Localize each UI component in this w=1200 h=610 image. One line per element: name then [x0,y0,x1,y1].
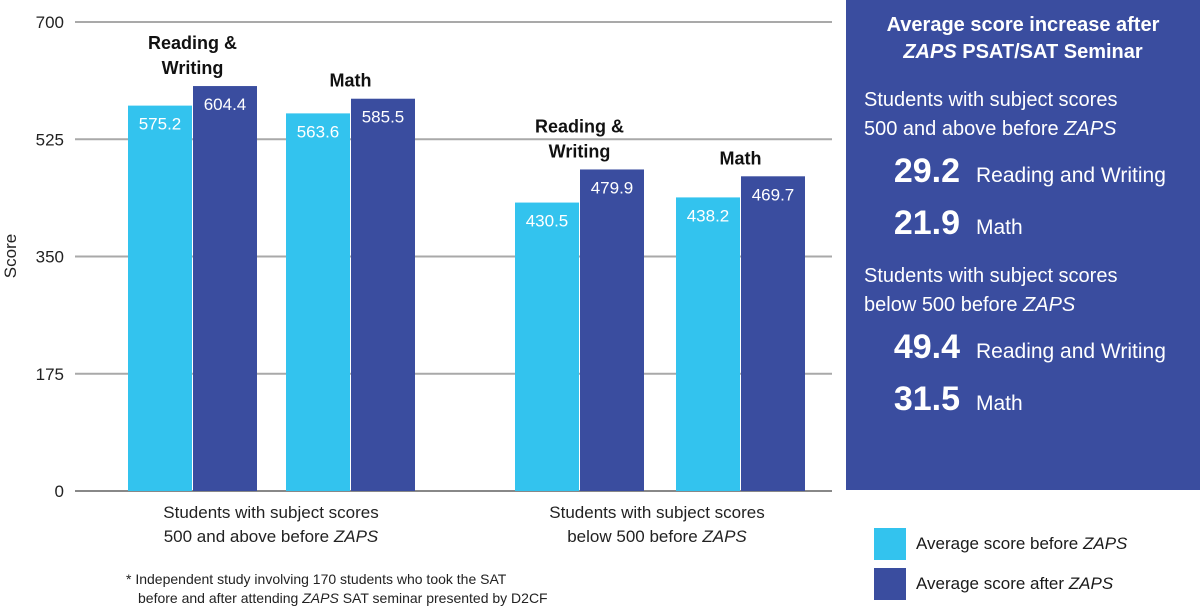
group-label: 500 and above before ZAPS [164,527,379,546]
group-label: Students with subject scores [163,503,378,522]
bar-value-label: 430.5 [526,212,569,231]
legend-swatch-before [874,528,906,560]
stat-label: Math [976,216,1023,239]
stat-value: 21.9 [893,204,960,242]
subgroup-title: Math [330,71,372,91]
legend-label-before: Average score before ZAPS [916,534,1128,553]
stat-row: 31.5 Math [864,380,1182,432]
subgroup-title: Writing [549,141,611,161]
bar-before [286,113,350,491]
footnote: * Independent study involving 170 studen… [126,570,548,608]
summary-panel: Average score increase after ZAPS PSAT/S… [846,0,1200,490]
panel-title: Average score increase after ZAPS PSAT/S… [864,12,1182,66]
bar-after [351,98,415,491]
panel-title-line1: Average score increase after [886,14,1160,36]
bar-value-label: 438.2 [687,206,730,225]
group-label: Students with subject scores [549,503,764,522]
y-tick-label: 350 [36,248,64,267]
stat-row: 21.9 Math [864,204,1182,256]
bar-chart: 0 175 350 525 700 Score 575.2 604.4 Reading & Wri… [1,13,832,546]
panel-title-rest: PSAT/SAT Seminar [956,41,1143,63]
subgroup-title: Reading & [535,116,624,136]
bar-value-label: 604.4 [204,95,247,114]
bar-value-label: 575.2 [139,115,182,134]
panel-group-label: Students with subject scores 500 and abo… [864,89,1118,140]
bar-value-label: 563.6 [297,122,340,141]
bar-before [128,105,192,491]
bar-after [741,176,805,491]
y-tick-label: 0 [55,482,64,501]
footnote-line2: before and after attending ZAPS SAT semi… [138,590,548,606]
bar-after [193,86,257,491]
stat-value: 49.4 [893,328,960,366]
legend-label-after: Average score after ZAPS [916,574,1114,593]
panel-group-label: Students with subject scores below 500 b… [864,265,1118,316]
y-tick-label: 175 [36,365,64,384]
subgroup-title: Writing [162,58,224,78]
group-label: below 500 before ZAPS [567,527,747,546]
legend-item-before: Average score before ZAPS [874,526,1127,562]
y-tick-label: 700 [36,13,64,32]
legend: Average score before ZAPS Average score … [874,526,1127,606]
stat-row: 29.2 Reading and Writing [864,152,1182,204]
stat-label: Reading and Writing [976,164,1166,187]
bar-value-label: 585.5 [362,108,405,127]
panel-group-below-500: Students with subject scores below 500 b… [864,262,1182,432]
y-axis-label: Score [1,234,20,278]
panel-title-italic: ZAPS [903,41,957,63]
panel-group-above-500: Students with subject scores 500 and abo… [864,86,1182,256]
stat-row: 49.4 Reading and Writing [864,328,1182,380]
stat-label: Math [976,392,1023,415]
bar-before [515,202,579,491]
bar-after [580,169,644,492]
bar-value-label: 479.9 [591,178,634,197]
stat-value: 29.2 [893,152,960,190]
subgroup-title: Reading & [148,33,237,53]
stat-label: Reading and Writing [976,340,1166,363]
footnote-line1: * Independent study involving 170 studen… [126,571,507,587]
bar-before [676,197,740,491]
legend-item-after: Average score after ZAPS [874,566,1127,602]
stat-value: 31.5 [893,380,960,418]
y-tick-label: 525 [36,130,64,149]
legend-swatch-after [874,568,906,600]
subgroup-title: Math [720,148,762,168]
bar-value-label: 469.7 [752,185,795,204]
